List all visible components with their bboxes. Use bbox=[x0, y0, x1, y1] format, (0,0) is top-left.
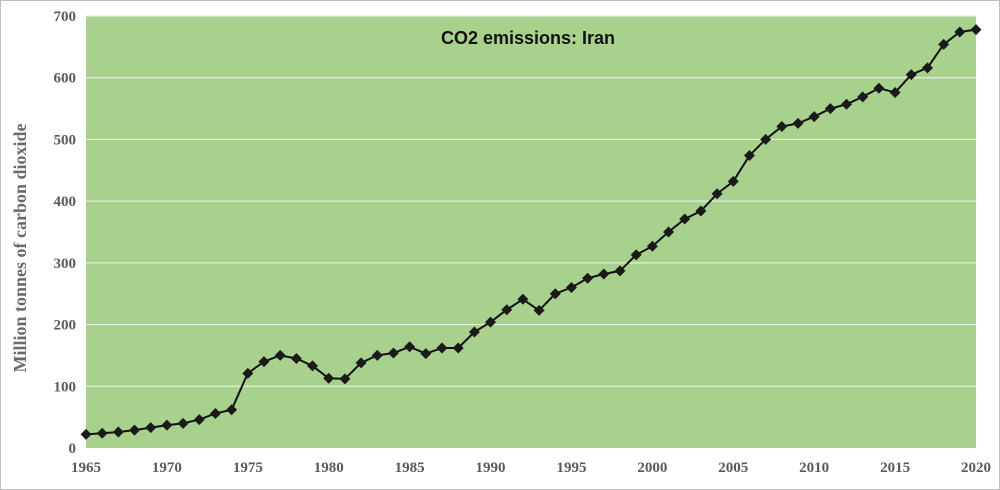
x-tick-label: 1965 bbox=[71, 460, 101, 476]
data-point-1970 bbox=[161, 419, 173, 431]
data-point-2001 bbox=[663, 226, 675, 238]
data-point-1975 bbox=[242, 367, 254, 379]
x-tick-label: 2000 bbox=[637, 460, 667, 476]
y-tick-label: 300 bbox=[54, 256, 77, 272]
x-tick-label: 1995 bbox=[556, 460, 586, 476]
data-point-2010 bbox=[808, 111, 820, 123]
x-axis-ticks: 1965 1970 1975 1980 1985 1990 1995 2000 2005 2010… bbox=[71, 460, 991, 476]
grid-lines bbox=[86, 15, 976, 387]
data-point-1967 bbox=[112, 426, 124, 438]
data-point-2018 bbox=[938, 38, 950, 50]
data-point-2016 bbox=[905, 69, 917, 81]
data-point-1998 bbox=[614, 265, 626, 277]
y-tick-label: 200 bbox=[54, 318, 77, 334]
plot-area bbox=[86, 16, 976, 448]
data-point-1966 bbox=[96, 427, 108, 439]
data-point-1999 bbox=[630, 249, 642, 261]
data-point-2002 bbox=[679, 213, 691, 225]
data-point-1976 bbox=[258, 356, 270, 368]
data-point-2013 bbox=[857, 91, 869, 103]
x-tick-label: 1970 bbox=[152, 460, 182, 476]
data-point-1984 bbox=[387, 347, 399, 359]
data-point-1978 bbox=[290, 353, 302, 365]
y-axis-title: Million tonnes of carbon dioxide bbox=[10, 123, 30, 372]
data-point-1980 bbox=[323, 372, 335, 384]
data-point-2009 bbox=[792, 117, 804, 129]
data-point-1969 bbox=[145, 422, 157, 434]
data-point-2020 bbox=[970, 24, 982, 36]
x-tick-label: 2020 bbox=[961, 460, 991, 476]
data-point-1974 bbox=[226, 404, 238, 416]
data-point-2019 bbox=[954, 26, 966, 38]
data-point-1994 bbox=[549, 288, 561, 300]
data-point-2007 bbox=[760, 133, 772, 145]
data-point-1988 bbox=[452, 342, 464, 354]
y-axis-ticks: 0 100 200 300 400 500 600 700 bbox=[54, 9, 77, 457]
data-point-2003 bbox=[695, 205, 707, 217]
y-tick-label: 0 bbox=[69, 441, 77, 457]
data-point-1992 bbox=[517, 293, 529, 305]
data-point-2017 bbox=[921, 62, 933, 74]
y-tick-label: 700 bbox=[54, 9, 77, 25]
data-point-1997 bbox=[598, 268, 610, 280]
data-point-2004 bbox=[711, 188, 723, 200]
data-point-2008 bbox=[776, 120, 788, 132]
x-tick-label: 1990 bbox=[476, 460, 506, 476]
data-point-2006 bbox=[743, 149, 755, 161]
data-point-1982 bbox=[355, 357, 367, 369]
data-point-1993 bbox=[533, 304, 545, 316]
y-tick-label: 500 bbox=[54, 132, 77, 148]
data-point-1985 bbox=[404, 341, 416, 353]
y-tick-label: 100 bbox=[54, 379, 77, 395]
data-point-1996 bbox=[582, 272, 594, 284]
data-point-1971 bbox=[177, 417, 189, 429]
data-point-2011 bbox=[824, 103, 836, 115]
y-tick-label: 400 bbox=[54, 194, 77, 210]
data-point-1990 bbox=[485, 316, 497, 328]
x-tick-label: 1985 bbox=[395, 460, 425, 476]
data-point-1987 bbox=[436, 342, 448, 354]
x-tick-label: 1980 bbox=[314, 460, 344, 476]
data-point-1995 bbox=[565, 282, 577, 294]
data-point-1989 bbox=[468, 326, 480, 338]
series-markers bbox=[80, 24, 982, 440]
data-point-1983 bbox=[371, 349, 383, 361]
data-point-2015 bbox=[889, 87, 901, 99]
data-point-1979 bbox=[307, 360, 319, 372]
data-point-2000 bbox=[646, 240, 658, 252]
data-point-1981 bbox=[339, 373, 351, 385]
data-point-2014 bbox=[873, 82, 885, 94]
data-point-1965 bbox=[80, 428, 92, 440]
data-point-1968 bbox=[129, 424, 141, 436]
data-point-1991 bbox=[501, 304, 513, 316]
x-tick-label: 2005 bbox=[718, 460, 748, 476]
data-point-2005 bbox=[727, 175, 739, 187]
x-tick-label: 2010 bbox=[799, 460, 829, 476]
data-point-1972 bbox=[193, 414, 205, 426]
data-point-1986 bbox=[420, 348, 432, 360]
x-tick-label: 2015 bbox=[880, 460, 910, 476]
data-point-1977 bbox=[274, 349, 286, 361]
data-point-1973 bbox=[209, 407, 221, 419]
x-tick-label: 1975 bbox=[233, 460, 263, 476]
y-tick-label: 600 bbox=[54, 71, 77, 87]
chart-title: CO2 emissions: Iran bbox=[441, 28, 615, 48]
data-point-2012 bbox=[841, 98, 853, 110]
